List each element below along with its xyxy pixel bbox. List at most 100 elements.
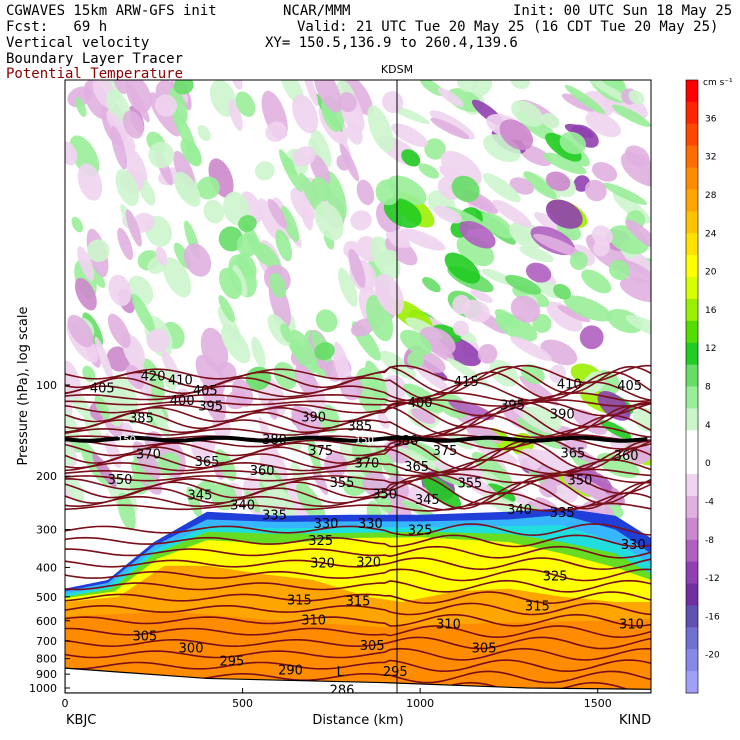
w-cell	[379, 350, 417, 380]
colorbar-tick-label: 28	[705, 191, 717, 201]
theta-contour-line	[65, 405, 651, 436]
w-cell	[314, 202, 344, 241]
theta-contour-line	[65, 568, 651, 582]
theta-label: 330	[358, 517, 383, 532]
w-cell	[538, 480, 558, 498]
colorbar-swatch	[686, 495, 698, 519]
w-cell	[254, 161, 275, 181]
theta-label: 360	[614, 449, 639, 464]
plot-frame	[64, 79, 652, 694]
w-cell	[112, 80, 129, 94]
w-cell	[343, 475, 369, 496]
theta-label: 400	[408, 396, 433, 411]
colorbar-swatch	[686, 342, 698, 366]
w-cell	[375, 179, 401, 206]
w-cell	[401, 149, 421, 167]
w-cell	[546, 301, 583, 332]
theta-contour-line	[65, 371, 651, 400]
w-cell	[324, 171, 347, 221]
theta-contour-line	[65, 399, 651, 407]
w-cell	[74, 277, 97, 311]
w-cell	[510, 336, 552, 361]
w-cell	[517, 448, 542, 472]
colorbar-swatch	[686, 517, 698, 541]
theta-label: 305	[132, 629, 157, 644]
x-tick-label: 500	[232, 697, 253, 710]
w-cell	[407, 351, 425, 368]
theta-label: 310	[619, 618, 644, 633]
pbl-top-label: 150	[650, 435, 669, 446]
w-cell	[348, 248, 366, 288]
y-tick-label: 300	[36, 524, 57, 537]
theta-label: 345	[415, 493, 440, 508]
w-cell	[269, 272, 287, 299]
w-cell	[593, 238, 610, 257]
w-cell	[267, 198, 288, 229]
w-cell	[549, 364, 566, 383]
theta-label: 410	[557, 378, 582, 393]
w-cell	[238, 215, 257, 232]
x-axis-title: Distance (km)	[312, 713, 403, 728]
w-cell	[218, 295, 236, 323]
w-cell	[579, 325, 604, 350]
w-cell	[305, 430, 322, 476]
w-cell	[236, 233, 259, 257]
theta-label: 390	[301, 410, 326, 425]
theta-label: 410	[168, 374, 193, 389]
w-cell	[115, 168, 139, 207]
w-cell	[65, 475, 85, 504]
theta-label: 385	[129, 411, 154, 426]
w-cell	[420, 80, 445, 96]
w-cell	[301, 206, 314, 231]
w-cell	[633, 407, 651, 432]
theta-contour-line	[65, 625, 651, 639]
theta-contour-line	[65, 579, 651, 593]
theta-label: 295	[383, 665, 408, 680]
theta-label: 295	[220, 654, 245, 669]
w-cell	[439, 166, 457, 180]
x-tick-label: 1000	[406, 697, 434, 710]
w-cell	[400, 228, 446, 251]
terrain-fill	[65, 667, 651, 693]
w-cell	[391, 123, 428, 147]
w-cell	[173, 80, 194, 95]
colorbar-swatch	[686, 649, 698, 672]
colorbar-swatch	[686, 583, 698, 606]
theta-label: 320	[356, 556, 381, 571]
theta-label: 350	[372, 487, 397, 502]
w-cell	[636, 445, 651, 462]
w-cell	[562, 474, 607, 498]
colorbar-swatch	[686, 386, 698, 409]
w-cell	[257, 198, 281, 240]
colorbar-swatch	[686, 211, 698, 234]
w-cell	[96, 80, 123, 99]
colorbar-swatch	[686, 539, 698, 563]
w-cell	[433, 205, 463, 224]
w-cell	[294, 407, 322, 439]
w-cell	[280, 206, 300, 243]
right-station-label: KIND	[619, 713, 651, 728]
w-cell	[94, 336, 114, 383]
w-cell	[459, 471, 500, 501]
theta-label: 310	[436, 617, 461, 632]
theta-label: 395	[198, 400, 223, 415]
w-cell	[340, 80, 373, 116]
w-cell	[505, 274, 542, 295]
theta-label: 286	[330, 683, 355, 698]
w-cell	[146, 328, 170, 353]
w-cell	[367, 105, 394, 153]
theta-contour-line	[65, 502, 651, 512]
y-tick-label: 600	[36, 615, 57, 628]
w-cell	[161, 350, 180, 381]
w-cell	[217, 306, 241, 343]
w-cell	[125, 209, 142, 247]
theta-contour-line	[65, 468, 651, 477]
w-cell	[106, 110, 136, 151]
w-cell	[131, 293, 156, 334]
w-cell	[77, 246, 95, 282]
w-cell	[602, 182, 648, 205]
colorbar-unit: cm s⁻¹	[703, 78, 733, 88]
w-cell	[67, 314, 94, 348]
w-cell	[510, 80, 530, 90]
w-cell	[196, 176, 220, 200]
